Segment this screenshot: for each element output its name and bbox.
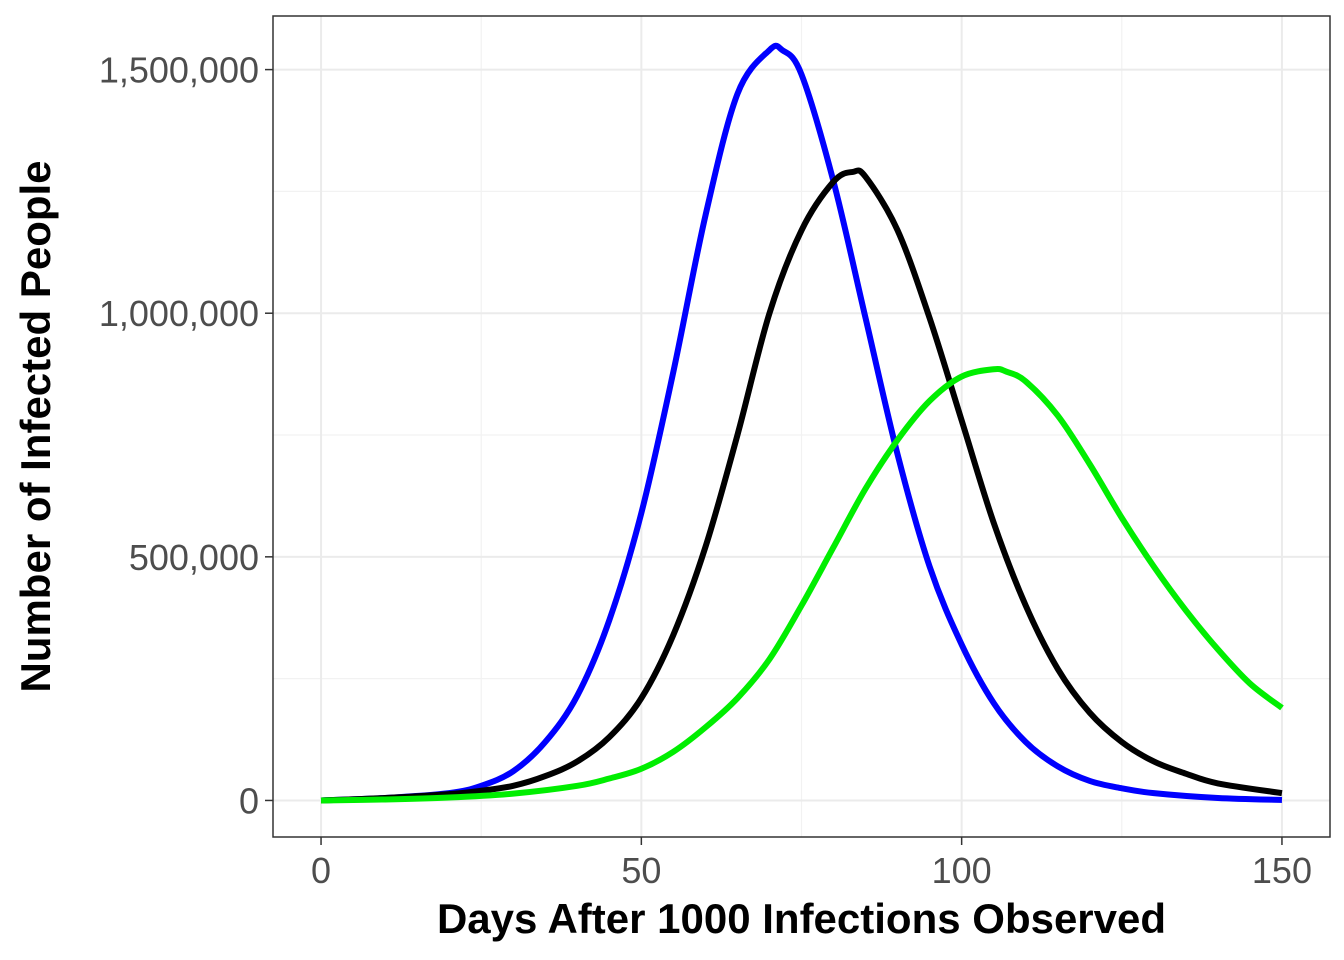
series-lines <box>320 42 1284 804</box>
x-axis-title: Days After 1000 Infections Observed <box>437 895 1166 942</box>
series-line-blue <box>320 42 1283 804</box>
y-tick-label: 500,000 <box>129 537 259 578</box>
y-tick-label: 0 <box>239 780 259 821</box>
x-tick-label: 0 <box>311 850 331 891</box>
x-axis-ticks: 0 50 100 150 <box>311 837 1312 891</box>
y-tick-label: 1,000,000 <box>99 293 259 334</box>
series-line-green <box>320 366 1284 804</box>
x-tick-label: 100 <box>932 850 992 891</box>
series-line-black <box>320 167 1283 804</box>
y-axis-title: Number of Infected People <box>12 160 59 692</box>
x-tick-label: 150 <box>1252 850 1312 891</box>
y-axis-ticks: 0 500,000 1,000,000 1,500,000 <box>99 50 273 821</box>
x-tick-label: 50 <box>621 850 661 891</box>
plot-panel-border <box>272 15 1331 838</box>
y-tick-label: 1,500,000 <box>99 50 259 91</box>
minor-gridlines <box>273 16 1330 837</box>
